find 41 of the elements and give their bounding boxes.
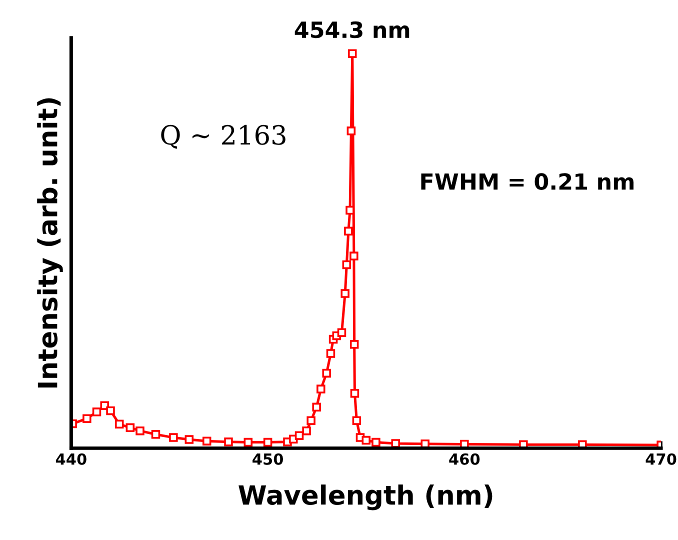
point [348,49,357,58]
x-tick-label: 470 [646,453,676,465]
point [350,340,359,349]
point [169,433,178,442]
point [224,438,233,446]
point [352,416,362,425]
point [306,416,316,425]
point [350,388,360,398]
x-tick-label: 440 [56,453,86,465]
point [372,438,380,447]
point [326,349,336,358]
point [92,408,102,416]
point [342,260,352,270]
annotation: Q ~ 2163 [161,124,286,149]
point [322,368,331,378]
point [340,289,350,298]
point [362,436,370,445]
point [344,226,353,236]
point [114,420,124,429]
point [294,431,304,440]
point [346,126,356,136]
annotation: 454.3 nm [294,21,410,38]
point [202,436,212,446]
point [316,384,326,394]
x-tick-label: 460 [449,453,480,465]
y-axis-title: Intensity (arb. unit) [37,98,63,388]
point [82,414,92,423]
point [337,328,346,337]
point [263,438,272,447]
point [184,435,194,444]
x-axis-title: Wavelength (nm) [238,484,492,510]
annotation: FWHM = 0.21 nm [421,173,634,190]
point [302,426,311,436]
point [136,426,144,436]
point [244,438,253,447]
point [350,252,358,260]
x-tick-label: 450 [252,453,284,465]
point [151,430,160,439]
point [126,423,135,432]
point [106,406,115,416]
point [312,402,321,412]
